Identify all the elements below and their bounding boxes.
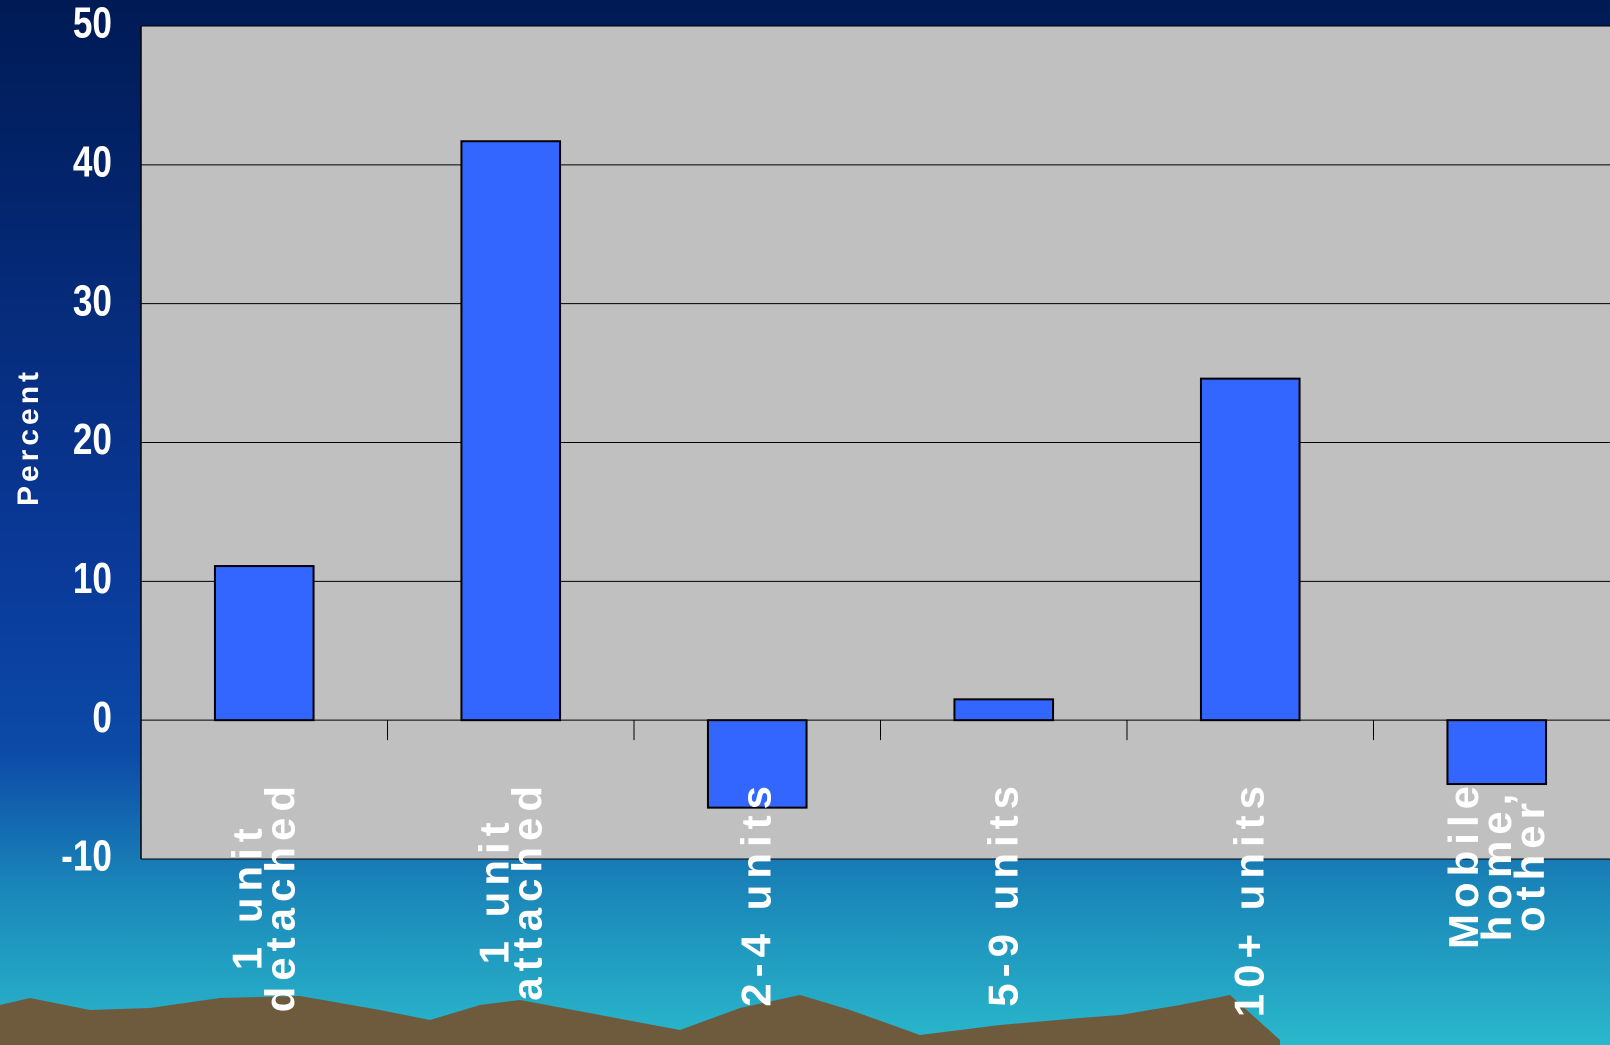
bar: [460, 140, 562, 722]
x-tick-label: 5-9 units: [979, 780, 1027, 1007]
x-tick-label: 10+ units: [1225, 780, 1273, 1018]
y-tick-label: 10: [73, 554, 112, 603]
y-tick-label: 30: [73, 277, 112, 326]
mountain-range: [0, 995, 1280, 1045]
mountains: [0, 995, 1280, 1045]
y-tick-label: 50: [73, 0, 112, 48]
bar: [213, 565, 315, 722]
x-tick-label: 1 unit detached: [223, 780, 304, 1013]
bar: [953, 698, 1055, 722]
y-tick-label: 20: [73, 415, 112, 464]
y-axis-label: Percent: [12, 368, 45, 506]
bar: [706, 719, 808, 809]
x-tick-label: 2-4 units: [732, 780, 780, 1007]
y-tick-label: 0: [92, 693, 112, 742]
y-tick-label: -10: [61, 832, 112, 881]
y-tick-label: 40: [73, 138, 112, 187]
bar: [1199, 377, 1301, 722]
bar: [1446, 719, 1548, 786]
x-tick-label: Mobile home, other: [1439, 780, 1553, 949]
x-tick-label: 1 unit attached: [470, 780, 550, 1001]
